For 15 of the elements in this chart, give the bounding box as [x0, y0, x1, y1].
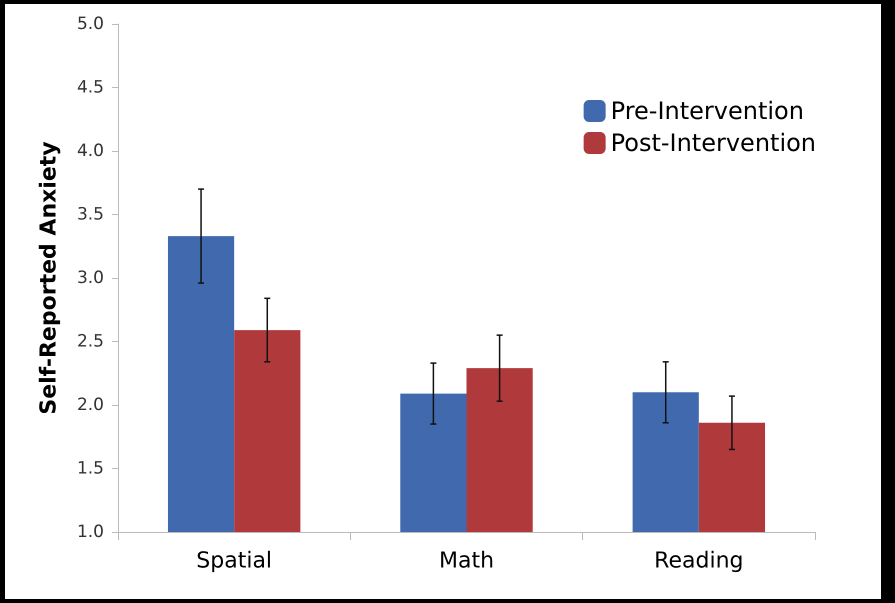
y-tick-label: 4.0	[76, 141, 104, 161]
y-tick-label: 2.5	[76, 332, 104, 352]
legend-label: Post-Intervention	[610, 129, 816, 157]
y-tick-label: 1.0	[76, 522, 104, 542]
y-axis-title: Self-Reported Anxiety	[36, 141, 62, 415]
legend-label: Pre-Intervention	[610, 97, 804, 125]
y-tick-label: 5.0	[76, 14, 104, 34]
x-tick-label: Spatial	[196, 548, 272, 574]
x-tick-label: Math	[438, 548, 494, 574]
x-tick-label: Reading	[654, 548, 744, 574]
y-tick-label: 3.0	[76, 268, 104, 288]
y-tick-label: 2.0	[76, 395, 104, 415]
y-tick-label: 4.5	[76, 78, 104, 98]
y-tick-label: 3.5	[76, 204, 104, 224]
y-tick-label: 1.5	[76, 458, 104, 478]
